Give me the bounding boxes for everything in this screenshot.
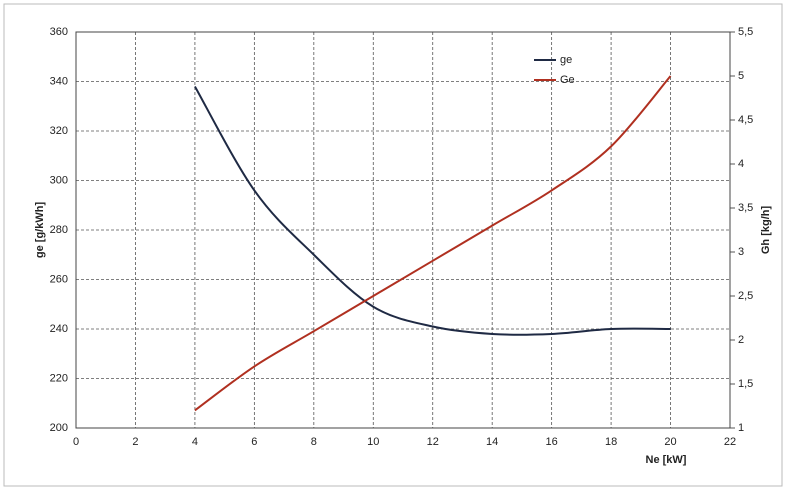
y2-tick-label: 2,5 — [738, 290, 753, 302]
y-tick-label: 240 — [50, 323, 68, 335]
x-tick-label: 14 — [486, 436, 498, 448]
y-tick-label: 220 — [50, 372, 68, 384]
y-axis-label: ge [g/kWh] — [34, 202, 46, 259]
x-axis-label: Ne [kW] — [646, 454, 687, 466]
legend-label: ge — [560, 54, 572, 66]
y-tick-label: 320 — [50, 125, 68, 137]
x-tick-label: 22 — [724, 436, 736, 448]
x-tick-label: 4 — [192, 436, 198, 448]
series-line — [194, 85, 671, 336]
x-tick-label: 10 — [367, 436, 379, 448]
x-tick-label: 8 — [311, 436, 317, 448]
plot-border — [75, 31, 731, 429]
x-tick-label: 6 — [251, 436, 257, 448]
x-tick-label: 12 — [427, 436, 439, 448]
series-line — [194, 75, 672, 412]
y2-tick-label: 1 — [738, 422, 744, 434]
x-tick-label: 0 — [73, 436, 79, 448]
y-tick-label: 300 — [50, 174, 68, 186]
y-tick-label: 260 — [50, 273, 68, 285]
x-tick-label: 2 — [132, 436, 138, 448]
y2-tick-label: 4,5 — [738, 114, 753, 126]
chart-frame — [3, 3, 783, 487]
y-tick-label: 280 — [50, 224, 68, 236]
y2-tick-label: 3 — [738, 246, 744, 258]
y2-tick-label: 5 — [738, 70, 744, 82]
y2-tick-label: 5,5 — [738, 26, 753, 38]
legend-label: Ge — [560, 74, 575, 86]
y2-axis-label: Gh [kg/h] — [760, 206, 772, 255]
y2-tick-label: 1,5 — [738, 378, 753, 390]
x-tick-label: 18 — [605, 436, 617, 448]
y-tick-label: 360 — [50, 26, 68, 38]
y-tick-label: 340 — [50, 75, 68, 87]
y-tick-label: 200 — [50, 422, 68, 434]
x-tick-label: 16 — [546, 436, 558, 448]
y2-tick-label: 4 — [738, 158, 744, 170]
y2-tick-label: 3,5 — [738, 202, 753, 214]
x-tick-label: 20 — [664, 436, 676, 448]
y2-tick-label: 2 — [738, 334, 744, 346]
